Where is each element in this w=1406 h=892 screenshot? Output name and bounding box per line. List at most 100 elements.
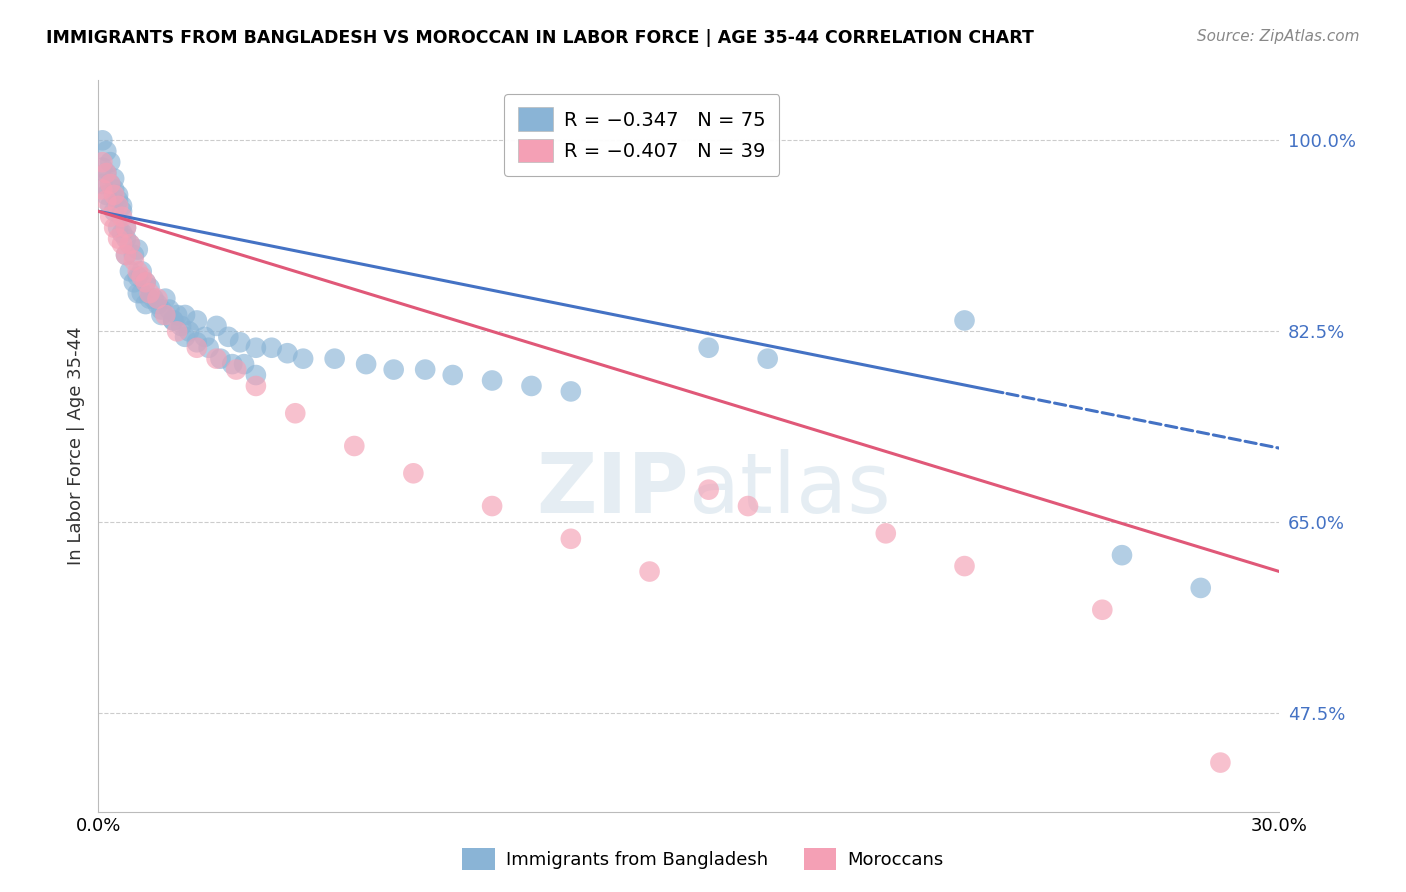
Point	[560, 532, 582, 546]
Point	[520, 379, 543, 393]
Point	[382, 362, 405, 376]
Point	[146, 297, 169, 311]
Point	[157, 302, 180, 317]
Point	[1189, 581, 1212, 595]
Point	[402, 467, 425, 481]
Point	[115, 220, 138, 235]
Point	[756, 351, 779, 366]
Point	[96, 145, 118, 159]
Point	[96, 166, 118, 180]
Point	[481, 499, 503, 513]
Point	[96, 166, 118, 180]
Point	[131, 286, 153, 301]
Point	[103, 188, 125, 202]
Point	[697, 483, 720, 497]
Point	[103, 182, 125, 196]
Point	[98, 210, 121, 224]
Point	[103, 220, 125, 235]
Point	[186, 341, 208, 355]
Point	[953, 559, 976, 574]
Point	[221, 357, 243, 371]
Point	[1209, 756, 1232, 770]
Point	[177, 324, 200, 338]
Point	[245, 368, 267, 382]
Point	[107, 194, 129, 208]
Point	[127, 286, 149, 301]
Text: ZIP: ZIP	[537, 450, 689, 531]
Point	[122, 275, 145, 289]
Point	[96, 194, 118, 208]
Text: atlas: atlas	[689, 450, 890, 531]
Point	[209, 351, 232, 366]
Point	[122, 248, 145, 262]
Point	[103, 171, 125, 186]
Point	[292, 351, 315, 366]
Point	[135, 275, 157, 289]
Point	[107, 199, 129, 213]
Point	[205, 318, 228, 333]
Point	[98, 155, 121, 169]
Point	[162, 313, 184, 327]
Point	[138, 281, 160, 295]
Point	[115, 231, 138, 245]
Point	[111, 199, 134, 213]
Point	[115, 248, 138, 262]
Point	[127, 243, 149, 257]
Point	[166, 308, 188, 322]
Point	[107, 188, 129, 202]
Point	[91, 133, 114, 147]
Point	[131, 264, 153, 278]
Point	[96, 188, 118, 202]
Point	[111, 226, 134, 240]
Point	[413, 362, 436, 376]
Point	[174, 308, 197, 322]
Legend: R = −0.347   N = 75, R = −0.407   N = 39: R = −0.347 N = 75, R = −0.407 N = 39	[503, 94, 779, 176]
Point	[138, 286, 160, 301]
Point	[323, 351, 346, 366]
Point	[343, 439, 366, 453]
Point	[91, 177, 114, 191]
Point	[146, 292, 169, 306]
Y-axis label: In Labor Force | Age 35-44: In Labor Force | Age 35-44	[66, 326, 84, 566]
Point	[233, 357, 256, 371]
Point	[91, 155, 114, 169]
Point	[229, 335, 252, 350]
Point	[98, 177, 121, 191]
Point	[354, 357, 377, 371]
Point	[697, 341, 720, 355]
Point	[115, 220, 138, 235]
Point	[122, 253, 145, 268]
Point	[127, 264, 149, 278]
Point	[111, 210, 134, 224]
Point	[118, 264, 141, 278]
Point	[245, 341, 267, 355]
Text: IMMIGRANTS FROM BANGLADESH VS MOROCCAN IN LABOR FORCE | AGE 35-44 CORRELATION CH: IMMIGRANTS FROM BANGLADESH VS MOROCCAN I…	[46, 29, 1035, 46]
Point	[103, 204, 125, 219]
Point	[1111, 548, 1133, 562]
Point	[481, 374, 503, 388]
Point	[98, 177, 121, 191]
Point	[111, 204, 134, 219]
Point	[217, 330, 239, 344]
Point	[135, 297, 157, 311]
Text: Source: ZipAtlas.com: Source: ZipAtlas.com	[1197, 29, 1360, 44]
Point	[98, 199, 121, 213]
Point	[91, 161, 114, 175]
Point	[186, 313, 208, 327]
Point	[194, 330, 217, 344]
Point	[1091, 603, 1114, 617]
Point	[205, 351, 228, 366]
Point	[737, 499, 759, 513]
Point	[150, 308, 173, 322]
Point	[150, 302, 173, 317]
Point	[155, 292, 177, 306]
Point	[118, 237, 141, 252]
Point	[953, 313, 976, 327]
Point	[111, 237, 134, 252]
Point	[260, 341, 283, 355]
Point	[638, 565, 661, 579]
Point	[138, 292, 160, 306]
Point	[225, 362, 247, 376]
Point	[118, 237, 141, 252]
Point	[107, 231, 129, 245]
